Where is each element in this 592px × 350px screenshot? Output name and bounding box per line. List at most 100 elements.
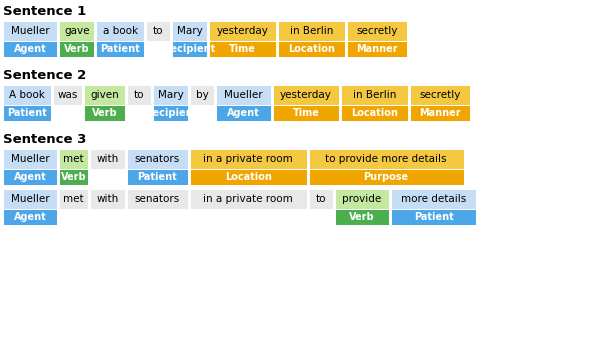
Text: to: to — [153, 26, 163, 36]
Text: gave: gave — [64, 26, 89, 36]
Bar — [3, 149, 57, 169]
Text: in a private room: in a private room — [203, 194, 293, 204]
Text: given: given — [90, 90, 119, 100]
Bar — [59, 149, 88, 169]
Bar — [3, 85, 51, 105]
Text: Recipient: Recipient — [163, 44, 216, 54]
Text: provide: provide — [342, 194, 381, 204]
Text: with: with — [96, 154, 119, 164]
Bar — [59, 21, 94, 41]
Text: to: to — [316, 194, 326, 204]
Bar — [59, 189, 88, 209]
Text: Location: Location — [288, 44, 335, 54]
Bar — [59, 41, 94, 57]
Bar — [3, 105, 51, 121]
Text: Patient: Patient — [7, 108, 47, 118]
Text: Mueller: Mueller — [11, 26, 49, 36]
Bar — [410, 105, 470, 121]
Bar — [90, 189, 125, 209]
Bar — [391, 209, 477, 225]
Bar — [3, 209, 57, 225]
Bar — [127, 149, 188, 169]
Bar — [191, 85, 214, 105]
Bar — [96, 21, 144, 41]
Bar — [127, 189, 188, 209]
Bar — [272, 105, 339, 121]
Text: by: by — [196, 90, 209, 100]
Text: Sentence 3: Sentence 3 — [3, 133, 86, 146]
Bar — [153, 85, 188, 105]
Bar — [308, 189, 333, 209]
Bar — [146, 21, 170, 41]
Text: met: met — [63, 154, 84, 164]
Text: yesterday: yesterday — [280, 90, 332, 100]
Text: Sentence 1: Sentence 1 — [3, 5, 86, 18]
Bar — [347, 41, 407, 57]
Bar — [127, 169, 188, 185]
Bar — [410, 85, 470, 105]
Text: Mueller: Mueller — [11, 154, 49, 164]
Bar — [272, 85, 339, 105]
Text: Agent: Agent — [227, 108, 260, 118]
Text: yesterday: yesterday — [217, 26, 269, 36]
Text: met: met — [63, 194, 84, 204]
Text: A book: A book — [9, 90, 45, 100]
Bar — [127, 85, 151, 105]
Text: Recipient: Recipient — [144, 108, 197, 118]
Bar — [3, 189, 57, 209]
Text: in Berlin: in Berlin — [353, 90, 396, 100]
Bar — [278, 21, 345, 41]
Text: Agent: Agent — [14, 212, 46, 222]
Bar — [172, 41, 207, 57]
Bar — [3, 169, 57, 185]
Text: Location: Location — [351, 108, 398, 118]
Text: to provide more details: to provide more details — [326, 154, 447, 164]
Bar — [210, 21, 276, 41]
Text: Purpose: Purpose — [363, 172, 408, 182]
Bar — [308, 169, 464, 185]
Bar — [96, 41, 144, 57]
Text: to: to — [134, 90, 144, 100]
Text: Manner: Manner — [419, 108, 461, 118]
Text: Mueller: Mueller — [224, 90, 263, 100]
Bar — [172, 21, 207, 41]
Bar — [189, 189, 307, 209]
Bar — [347, 21, 407, 41]
Text: secretly: secretly — [356, 26, 398, 36]
Text: Time: Time — [229, 44, 256, 54]
Text: Verb: Verb — [61, 172, 86, 182]
Text: more details: more details — [401, 194, 466, 204]
Bar — [3, 21, 57, 41]
Text: Verb: Verb — [64, 44, 89, 54]
Bar — [59, 169, 88, 185]
Text: senators: senators — [135, 154, 180, 164]
Bar — [83, 105, 125, 121]
Bar — [308, 149, 464, 169]
Text: Location: Location — [225, 172, 272, 182]
Text: Mueller: Mueller — [11, 194, 49, 204]
Text: senators: senators — [135, 194, 180, 204]
Text: was: was — [57, 90, 78, 100]
Text: Mary: Mary — [177, 26, 202, 36]
Bar — [278, 41, 345, 57]
Text: Patient: Patient — [100, 44, 140, 54]
Text: Time: Time — [292, 108, 319, 118]
Text: secretly: secretly — [419, 90, 461, 100]
Text: Sentence 2: Sentence 2 — [3, 69, 86, 82]
Bar — [153, 105, 188, 121]
Bar — [90, 149, 125, 169]
Bar — [53, 85, 82, 105]
Bar — [217, 105, 271, 121]
Bar — [210, 41, 276, 57]
Bar — [341, 85, 408, 105]
Bar — [334, 209, 389, 225]
Bar — [391, 189, 477, 209]
Text: Verb: Verb — [92, 108, 117, 118]
Text: in Berlin: in Berlin — [289, 26, 333, 36]
Bar — [189, 149, 307, 169]
Text: Agent: Agent — [14, 172, 46, 182]
Text: Mary: Mary — [158, 90, 184, 100]
Text: Manner: Manner — [356, 44, 398, 54]
Text: with: with — [96, 194, 119, 204]
Text: Patient: Patient — [137, 172, 177, 182]
